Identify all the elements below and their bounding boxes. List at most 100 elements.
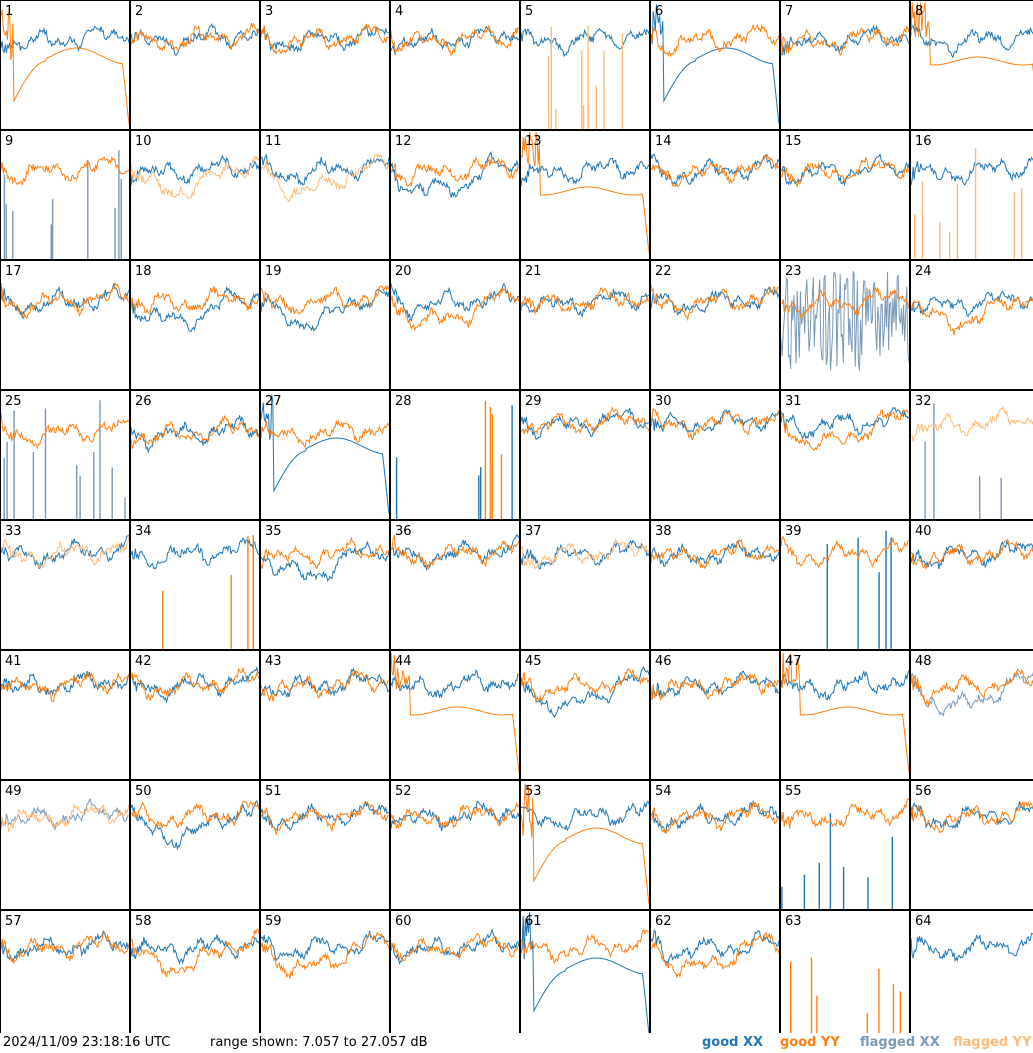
- panel-traces: [911, 668, 1033, 717]
- xx-trace: [1, 671, 129, 697]
- yy-trace: [547, 25, 624, 129]
- panel-label: 32: [915, 394, 932, 409]
- xx-trace: [131, 415, 259, 454]
- yy-trace: [651, 672, 779, 701]
- xx-trace: [131, 286, 259, 333]
- yy-trace: [914, 148, 1023, 259]
- panel-traces: [1, 671, 129, 703]
- panel-traces: [391, 282, 519, 332]
- panel-label: 33: [5, 524, 22, 539]
- panel-traces: [131, 415, 259, 454]
- panel-label: 22: [655, 264, 672, 279]
- panel-9: 9: [0, 130, 130, 260]
- panel-label: 46: [655, 654, 672, 669]
- xx-trace: [131, 934, 259, 966]
- panel-11: 11: [260, 130, 390, 260]
- panel-frame: [260, 260, 390, 390]
- panel-42: 42: [130, 650, 260, 780]
- panel-traces: [651, 4, 779, 124]
- panel-traces: [651, 407, 779, 440]
- panel-traces: [261, 394, 389, 514]
- panel-45: 45: [520, 650, 650, 780]
- panel-label: 35: [265, 524, 282, 539]
- panel-traces: [911, 148, 1033, 259]
- yy-trace: [651, 407, 779, 440]
- panel-frame: [650, 0, 780, 130]
- panel-58: 58: [130, 910, 260, 1033]
- panel-49: 49: [0, 780, 130, 910]
- panel-frame: [650, 650, 780, 780]
- yy-trace: [391, 24, 519, 57]
- panel-label: 31: [785, 394, 802, 409]
- panel-label: 13: [525, 134, 542, 149]
- panel-frame: [260, 0, 390, 130]
- xx-trace: [651, 929, 779, 965]
- xx-trace: [261, 394, 389, 514]
- panel-56: 56: [910, 780, 1033, 910]
- panel-63: 63: [780, 910, 910, 1033]
- panel-frame: [910, 780, 1033, 910]
- panel-traces: [1, 281, 129, 320]
- yy-trace: [131, 928, 259, 978]
- panel-label: 63: [785, 914, 802, 929]
- panel-traces: [261, 23, 389, 55]
- panel-label: 1: [5, 4, 13, 19]
- yy-trace: [651, 932, 779, 979]
- panel-label: 30: [655, 394, 672, 409]
- panel-64: 64: [910, 910, 1033, 1033]
- panel-frame: [520, 910, 650, 1033]
- panel-46: 46: [650, 650, 780, 780]
- panel-frame: [780, 520, 910, 650]
- panel-frame: [520, 780, 650, 910]
- panel-frame: [780, 130, 910, 260]
- yy-trace: [391, 534, 519, 570]
- panel-44: 44: [390, 650, 520, 780]
- xx-trace: [3, 150, 122, 259]
- yy-trace: [1, 281, 129, 320]
- range-readout: range shown: 7.057 to 27.057 dB: [210, 1035, 428, 1050]
- panel-label: 19: [265, 264, 282, 279]
- panel-frame: [130, 520, 260, 650]
- panel-frame: [910, 260, 1033, 390]
- panel-label: 3: [265, 4, 273, 19]
- panel-label: 48: [915, 654, 932, 669]
- panel-label: 8: [915, 4, 923, 19]
- panel-label: 29: [525, 394, 542, 409]
- panel-frame: [910, 650, 1033, 780]
- panel-traces: [261, 536, 389, 583]
- panel-label: 54: [655, 784, 672, 799]
- panel-39: 39: [780, 520, 910, 650]
- xx-trace: [391, 25, 519, 55]
- panel-traces: [1, 150, 129, 259]
- panel-traces: [131, 535, 259, 649]
- panel-54: 54: [650, 780, 780, 910]
- panel-frame: [130, 130, 260, 260]
- panel-24: 24: [910, 260, 1033, 390]
- xx-trace: [781, 407, 909, 440]
- panel-label: 39: [785, 524, 802, 539]
- panel-13: 13: [520, 130, 650, 260]
- xx-trace: [1, 282, 129, 319]
- xx-trace: [391, 669, 519, 699]
- panel-traces: [261, 667, 389, 702]
- panel-label: 56: [915, 784, 932, 799]
- panel-traces: [391, 651, 519, 773]
- panel-label: 23: [785, 264, 802, 279]
- panel-traces: [651, 152, 779, 188]
- panel-traces: [521, 131, 649, 253]
- xx-trace: [924, 403, 1002, 519]
- panel-53: 53: [520, 780, 650, 910]
- panel-48: 48: [910, 650, 1033, 780]
- panel-traces: [911, 538, 1033, 570]
- xx-trace: [131, 799, 259, 851]
- xx-trace: [261, 540, 389, 583]
- panel-frame: [390, 780, 520, 910]
- panel-traces: [261, 930, 389, 980]
- panel-frame: [0, 260, 130, 390]
- panel-label: 40: [915, 524, 932, 539]
- panel-label: 7: [785, 4, 793, 19]
- xx-trace: [521, 407, 649, 441]
- panel-1: 1: [0, 0, 130, 130]
- panel-label: 21: [525, 264, 542, 279]
- panel-label: 38: [655, 524, 672, 539]
